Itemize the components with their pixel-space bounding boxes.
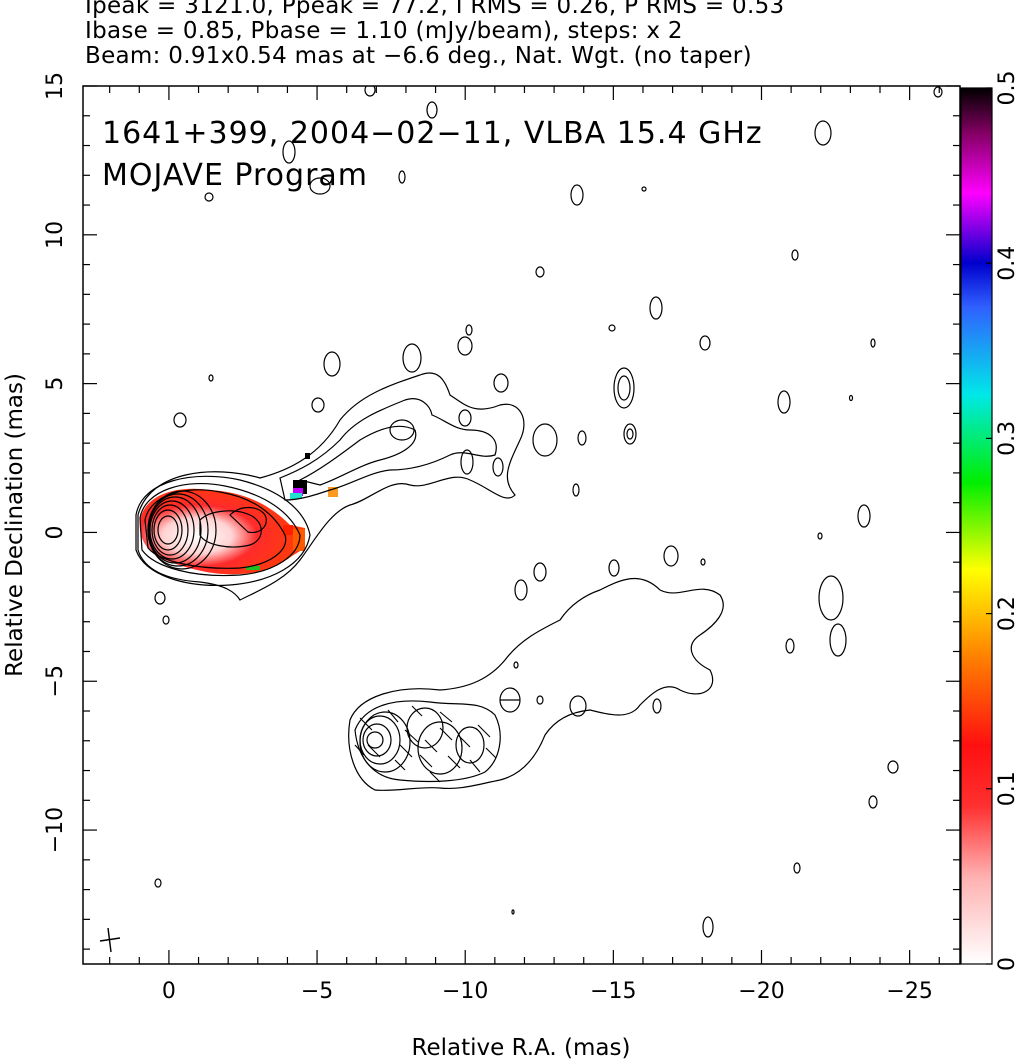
x-tick-label: −10 bbox=[442, 979, 488, 1004]
map-title: 1641+399, 2004−02−11, VLBA 15.4 GHz bbox=[102, 116, 763, 151]
map-subtitle: MOJAVE Program bbox=[102, 158, 368, 193]
x-axis-title: Relative R.A. (mas) bbox=[412, 1035, 631, 1061]
colorbar-tick-label: 0.4 bbox=[995, 246, 1020, 281]
x-tick-label: −15 bbox=[590, 979, 636, 1004]
colorbar-tick-label: 0.2 bbox=[995, 596, 1020, 631]
colorbar bbox=[960, 87, 993, 965]
colorbar-tick-label: 0 bbox=[995, 957, 1020, 971]
pol-pixel-cyan bbox=[290, 493, 302, 499]
x-tick-label: 0 bbox=[162, 979, 176, 1004]
polarization-color-overlay bbox=[139, 488, 305, 575]
colorbar-tick-label: 0.5 bbox=[995, 71, 1020, 106]
y-tick-label: 0 bbox=[43, 525, 68, 539]
header-line-1: Ipeak = 3121.0, Ppeak = 77.2, I RMS = 0.… bbox=[85, 0, 785, 19]
polarization-vectors bbox=[354, 705, 497, 783]
header-line-2: Ibase = 0.85, Pbase = 1.10 (mJy/beam), s… bbox=[85, 18, 683, 44]
polarization-image-contours bbox=[348, 577, 724, 791]
y-axis-title: Relative Declination (mas) bbox=[2, 373, 28, 677]
plot-frame bbox=[82, 85, 961, 965]
y-tick-label: 5 bbox=[43, 377, 68, 391]
colorbar-tick-label: 0.3 bbox=[995, 421, 1020, 456]
core-contours bbox=[135, 475, 311, 587]
y-tick-label: −10 bbox=[43, 807, 68, 853]
jet-contours bbox=[137, 86, 943, 938]
x-tick-label: −25 bbox=[886, 979, 932, 1004]
y-axis-ticks: −10 −5 0 5 10 15 bbox=[43, 72, 960, 950]
pol-pixel-magenta bbox=[293, 488, 303, 496]
x-axis-ticks: 0 −5 −10 −15 −20 −25 bbox=[109, 86, 940, 1004]
x-tick-label: −5 bbox=[301, 979, 333, 1004]
colorbar-tick-label: 0.1 bbox=[995, 771, 1020, 806]
plot-header: Ipeak = 3121.0, Ppeak = 77.2, I RMS = 0.… bbox=[85, 0, 1015, 69]
header-line-3: Beam: 0.91x0.54 mas at −6.6 deg., Nat. W… bbox=[85, 43, 752, 69]
beam-marker bbox=[99, 927, 121, 953]
pol-pixel-green bbox=[246, 566, 260, 570]
pol-pixel-red bbox=[283, 525, 293, 535]
y-tick-label: −5 bbox=[43, 665, 68, 697]
map-layer bbox=[99, 86, 943, 953]
x-tick-label: −20 bbox=[738, 979, 784, 1004]
colorbar-ticks: 0 0.1 0.2 0.3 0.4 0.5 bbox=[986, 71, 1020, 971]
y-tick-label: 15 bbox=[43, 72, 68, 100]
pol-pixel-orange2 bbox=[328, 487, 338, 497]
y-tick-label: 10 bbox=[43, 221, 68, 249]
